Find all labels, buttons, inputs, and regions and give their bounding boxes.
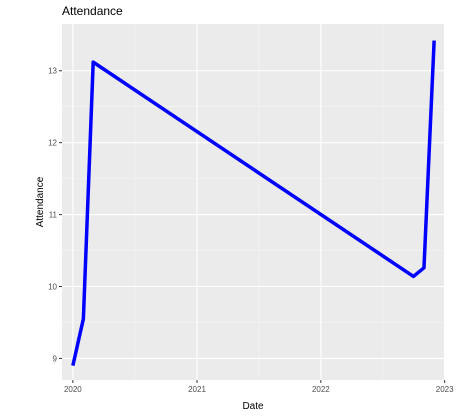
major-gridlines <box>62 24 446 380</box>
series-line <box>71 40 436 367</box>
minor-gridlines <box>62 24 445 380</box>
y-tick-label: 12 <box>48 139 57 148</box>
x-tick-label: 2020 <box>64 385 82 394</box>
chart-title: Attendance <box>62 4 123 18</box>
x-tick-label: 2022 <box>312 385 330 394</box>
y-axis-title: Attendance <box>35 176 46 227</box>
x-tick-label: 2023 <box>436 385 454 394</box>
y-tick-label: 10 <box>48 283 57 292</box>
y-tick-label: 9 <box>53 354 58 363</box>
y-tick-label: 11 <box>49 211 58 220</box>
y-tick-label: 13 <box>48 67 57 76</box>
y-axis: 9 10 11 12 13 <box>48 67 62 363</box>
x-axis: 2020 2021 2022 2023 <box>64 380 454 394</box>
series-layer <box>71 40 436 367</box>
plot-panel <box>62 24 445 380</box>
x-axis-title: Date <box>242 401 264 412</box>
x-tick-label: 2021 <box>188 385 206 394</box>
